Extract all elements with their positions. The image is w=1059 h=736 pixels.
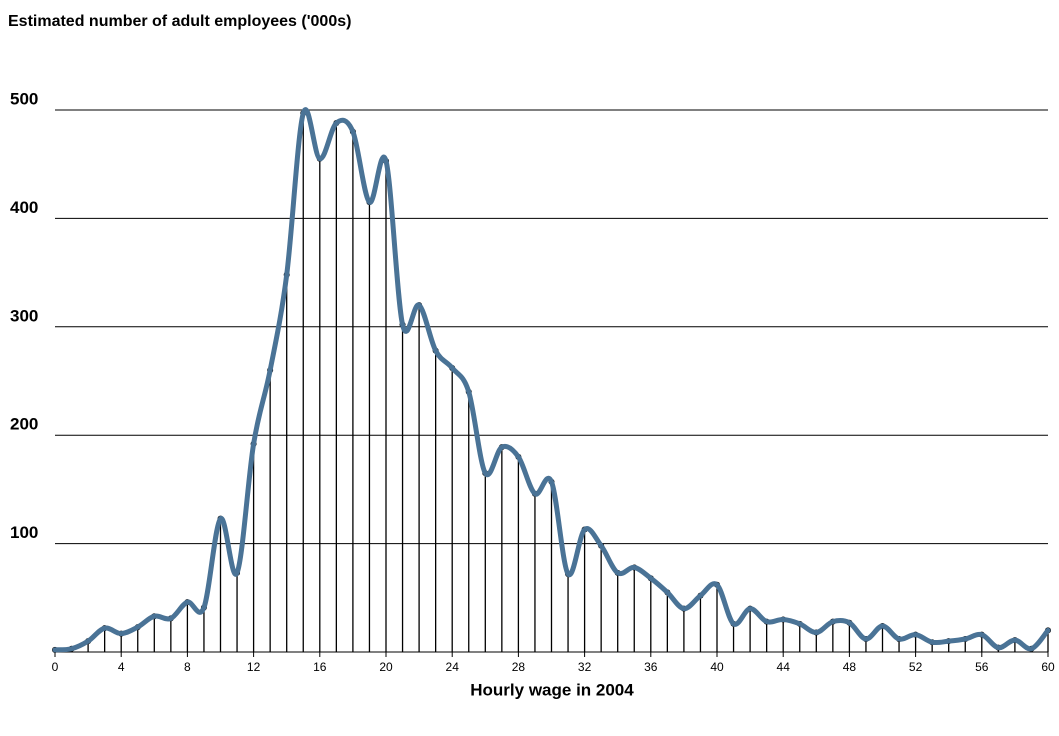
x-tick-label: 8 [184,660,191,674]
line [52,107,1051,653]
x-tick-label: 48 [843,660,857,674]
x-tick-label: 12 [247,660,261,674]
x-tick-label: 36 [644,660,658,674]
x-tick-label: 32 [578,660,592,674]
x-tick-label: 20 [379,660,393,674]
x-tick-label: 52 [909,660,923,674]
y-tick-label: 400 [10,198,38,217]
x-tick-label: 40 [710,660,724,674]
x-tick-label: 60 [1041,660,1055,674]
x-tick-label: 44 [777,660,791,674]
x-tick-label: 16 [313,660,327,674]
x-tick-label: 4 [118,660,125,674]
x-tick-label: 28 [512,660,526,674]
chart-title: Estimated number of adult employees ('00… [8,13,351,30]
x-axis-label: Hourly wage in 2004 [470,680,634,699]
y-tick-label: 200 [10,415,38,434]
y-tick-label: 100 [10,523,38,542]
y-tick-label: 300 [10,306,38,325]
x-tick-label: 56 [975,660,989,674]
y-tick-label: 500 [10,89,38,108]
x-tick-label: 24 [446,660,460,674]
x-tick-label: 0 [52,660,59,674]
